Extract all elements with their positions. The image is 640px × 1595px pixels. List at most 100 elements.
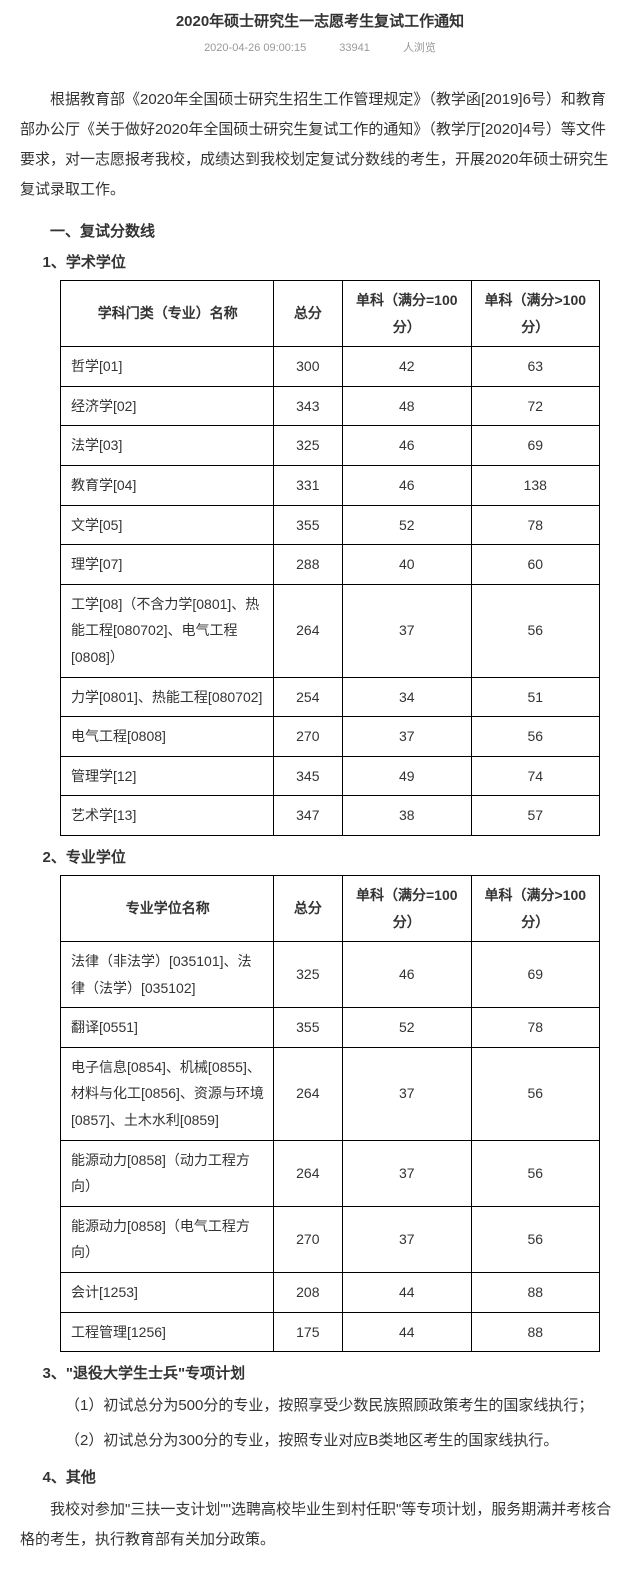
table-header-row: 专业学位名称 总分 单科（满分=100分） 单科（满分>100分） xyxy=(61,875,600,941)
table-row: 文学[05]3555278 xyxy=(61,505,600,545)
table-cell: 325 xyxy=(273,426,342,466)
page-meta: 2020-04-26 09:00:15 33941 人浏览 xyxy=(20,39,620,55)
table-cell: 44 xyxy=(343,1273,471,1313)
table-row: 电子信息[0854]、机械[0855]、材料与化工[0856]、资源与环境[08… xyxy=(61,1047,600,1140)
table-cell: 56 xyxy=(471,717,599,757)
sub-3-heading: 3、"退役大学生士兵"专项计划 xyxy=(43,1362,621,1383)
table-cell: 78 xyxy=(471,505,599,545)
table-cell: 355 xyxy=(273,505,342,545)
professional-degree-table: 专业学位名称 总分 单科（满分=100分） 单科（满分>100分） 法律（非法学… xyxy=(60,875,600,1352)
table-cell: 44 xyxy=(343,1312,471,1352)
table-cell: 电子信息[0854]、机械[0855]、材料与化工[0856]、资源与环境[08… xyxy=(61,1047,274,1140)
table-cell: 69 xyxy=(471,942,599,1008)
table-row: 能源动力[0858]（动力工程方向）2643756 xyxy=(61,1140,600,1206)
col-header-total: 总分 xyxy=(273,281,342,347)
table-cell: 46 xyxy=(343,942,471,1008)
table-cell: 37 xyxy=(343,584,471,677)
table-cell: 管理学[12] xyxy=(61,756,274,796)
table-row: 管理学[12]3454974 xyxy=(61,756,600,796)
table-cell: 教育学[04] xyxy=(61,465,274,505)
table-cell: 78 xyxy=(471,1008,599,1048)
table-row: 经济学[02]3434872 xyxy=(61,386,600,426)
table-cell: 264 xyxy=(273,1047,342,1140)
table-cell: 翻译[0551] xyxy=(61,1008,274,1048)
table-row: 工程管理[1256]1754488 xyxy=(61,1312,600,1352)
table-row: 理学[07]2884060 xyxy=(61,545,600,585)
table-cell: 72 xyxy=(471,386,599,426)
table-cell: 51 xyxy=(471,677,599,717)
sub-2-heading: 2、专业学位 xyxy=(43,846,621,867)
table-cell: 60 xyxy=(471,545,599,585)
col-header-name: 专业学位名称 xyxy=(61,875,274,941)
table-cell: 49 xyxy=(343,756,471,796)
table-cell: 力学[0801]、热能工程[080702] xyxy=(61,677,274,717)
table-cell: 哲学[01] xyxy=(61,347,274,387)
table-cell: 74 xyxy=(471,756,599,796)
table-cell: 文学[05] xyxy=(61,505,274,545)
table-cell: 355 xyxy=(273,1008,342,1048)
table-row: 会计[1253]2084488 xyxy=(61,1273,600,1313)
table-row: 艺术学[13]3473857 xyxy=(61,796,600,836)
table-cell: 工程管理[1256] xyxy=(61,1312,274,1352)
table-cell: 325 xyxy=(273,942,342,1008)
table-row: 电气工程[0808]2703756 xyxy=(61,717,600,757)
table-row: 能源动力[0858]（电气工程方向）2703756 xyxy=(61,1206,600,1272)
table-cell: 37 xyxy=(343,717,471,757)
table-cell: 345 xyxy=(273,756,342,796)
table-cell: 40 xyxy=(343,545,471,585)
table-cell: 46 xyxy=(343,426,471,466)
table-cell: 37 xyxy=(343,1206,471,1272)
table-cell: 法律（非法学）[035101]、法律（法学）[035102] xyxy=(61,942,274,1008)
table-row: 哲学[01]3004263 xyxy=(61,347,600,387)
table-cell: 52 xyxy=(343,1008,471,1048)
sub-1-heading: 1、学术学位 xyxy=(43,251,621,272)
table-cell: 69 xyxy=(471,426,599,466)
table-cell: 52 xyxy=(343,505,471,545)
table-cell: 264 xyxy=(273,584,342,677)
table-cell: 37 xyxy=(343,1140,471,1206)
table-cell: 经济学[02] xyxy=(61,386,274,426)
table-cell: 88 xyxy=(471,1273,599,1313)
table-cell: 56 xyxy=(471,1140,599,1206)
meta-views-suffix: 人浏览 xyxy=(403,42,436,54)
page-title: 2020年硕士研究生一志愿考生复试工作通知 xyxy=(20,10,620,31)
table-cell: 175 xyxy=(273,1312,342,1352)
sub-4-heading: 4、其他 xyxy=(43,1466,621,1487)
table-cell: 331 xyxy=(273,465,342,505)
table-row: 工学[08]（不含力学[0801]、热能工程[080702]、电气工程[0808… xyxy=(61,584,600,677)
meta-views: 33941 xyxy=(329,42,380,54)
table-cell: 270 xyxy=(273,717,342,757)
table-row: 教育学[04]33146138 xyxy=(61,465,600,505)
table-cell: 288 xyxy=(273,545,342,585)
table-cell: 208 xyxy=(273,1273,342,1313)
table-header-row: 学科门类（专业）名称 总分 单科（满分=100分） 单科（满分>100分） xyxy=(61,281,600,347)
meta-datetime: 2020-04-26 09:00:15 xyxy=(204,42,306,54)
table-row: 法律（非法学）[035101]、法律（法学）[035102]3254669 xyxy=(61,942,600,1008)
table-cell: 46 xyxy=(343,465,471,505)
table-cell: 法学[03] xyxy=(61,426,274,466)
sub3-p1: （1）初试总分为500分的专业，按照享受少数民族照顾政策考生的国家线执行； xyxy=(43,1391,621,1421)
table-cell: 343 xyxy=(273,386,342,426)
table-cell: 56 xyxy=(471,1047,599,1140)
table-cell: 工学[08]（不含力学[0801]、热能工程[080702]、电气工程[0808… xyxy=(61,584,274,677)
table-cell: 63 xyxy=(471,347,599,387)
col-header-name: 学科门类（专业）名称 xyxy=(61,281,274,347)
table-cell: 42 xyxy=(343,347,471,387)
table-cell: 理学[07] xyxy=(61,545,274,585)
table-cell: 会计[1253] xyxy=(61,1273,274,1313)
table-cell: 艺术学[13] xyxy=(61,796,274,836)
col-header-sub1: 单科（满分=100分） xyxy=(343,875,471,941)
table-cell: 37 xyxy=(343,1047,471,1140)
table-cell: 48 xyxy=(343,386,471,426)
col-header-sub2: 单科（满分>100分） xyxy=(471,281,599,347)
table-cell: 电气工程[0808] xyxy=(61,717,274,757)
col-header-sub1: 单科（满分=100分） xyxy=(343,281,471,347)
table-cell: 38 xyxy=(343,796,471,836)
table-cell: 56 xyxy=(471,584,599,677)
intro-paragraph: 根据教育部《2020年全国硕士研究生招生工作管理规定》（教学函[2019]6号）… xyxy=(20,85,620,205)
section-1-heading: 一、复试分数线 xyxy=(50,220,620,241)
table-cell: 88 xyxy=(471,1312,599,1352)
academic-degree-table: 学科门类（专业）名称 总分 单科（满分=100分） 单科（满分>100分） 哲学… xyxy=(60,280,600,836)
table-cell: 254 xyxy=(273,677,342,717)
table-cell: 56 xyxy=(471,1206,599,1272)
